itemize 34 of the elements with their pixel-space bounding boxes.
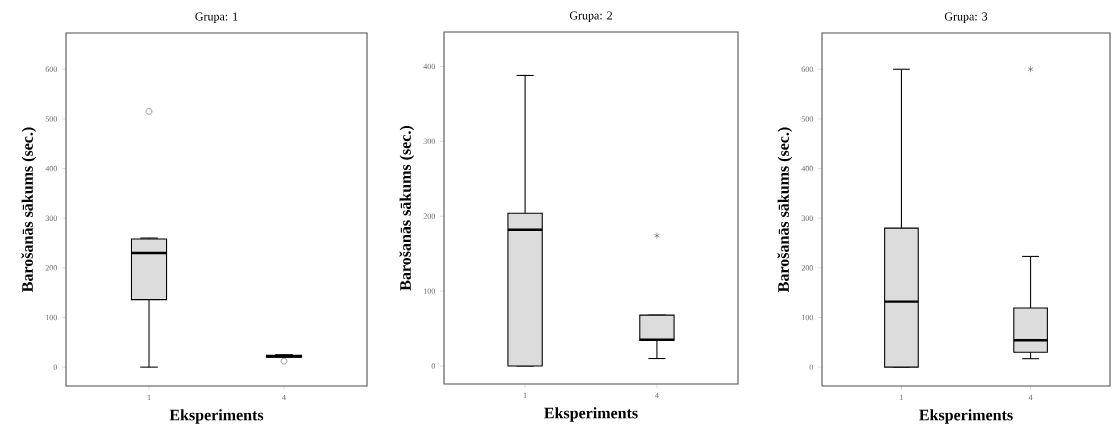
chart-title: Grupa: 3 xyxy=(944,12,988,23)
x-axis-title: Eksperiments xyxy=(919,409,1013,424)
y-axis-title: Barošanās sākums (sec.) xyxy=(399,125,415,291)
y-axis-title: Barošanās sākums (sec.) xyxy=(21,127,37,292)
chart-title: Grupa: 1 xyxy=(195,12,238,23)
x-tick-label: 4 xyxy=(282,394,286,400)
y-tick-label: 100 xyxy=(46,314,57,321)
y-tick-label: 400 xyxy=(45,165,57,172)
y-tick-label: 400 xyxy=(801,165,813,172)
y-tick-label: 600 xyxy=(801,66,813,72)
chart-title: Grupa: 2 xyxy=(569,11,612,22)
y-axis-title: Barošanās sākums (sec.) xyxy=(777,127,793,292)
y-tick-label: 300 xyxy=(801,215,813,221)
y-tick-label: 500 xyxy=(45,116,57,122)
y-tick-label: 300 xyxy=(423,138,435,145)
x-tick-label: 4 xyxy=(1028,394,1033,400)
y-tick-label: 100 xyxy=(424,288,435,294)
y-tick-label: 200 xyxy=(423,213,435,219)
y-tick-label: 200 xyxy=(801,265,813,271)
y-tick-label: 200 xyxy=(45,265,57,271)
y-tick-label: 0 xyxy=(53,364,57,370)
y-tick-label: 600 xyxy=(45,66,57,72)
x-axis-title: Eksperiments xyxy=(169,409,264,424)
y-tick-label: 300 xyxy=(45,215,57,221)
y-tick-label: 100 xyxy=(802,314,813,321)
x-tick-label: 1 xyxy=(147,394,151,400)
y-tick-label: 500 xyxy=(801,116,813,122)
y-tick-label: 0 xyxy=(809,364,813,370)
x-tick-label: 4 xyxy=(655,392,659,398)
x-tick-label: 1 xyxy=(523,392,527,398)
x-axis-title: Eksperiments xyxy=(544,407,638,422)
x-tick-label: 1 xyxy=(900,394,903,400)
y-tick-label: 0 xyxy=(431,363,435,369)
y-tick-label: 400 xyxy=(423,63,435,70)
